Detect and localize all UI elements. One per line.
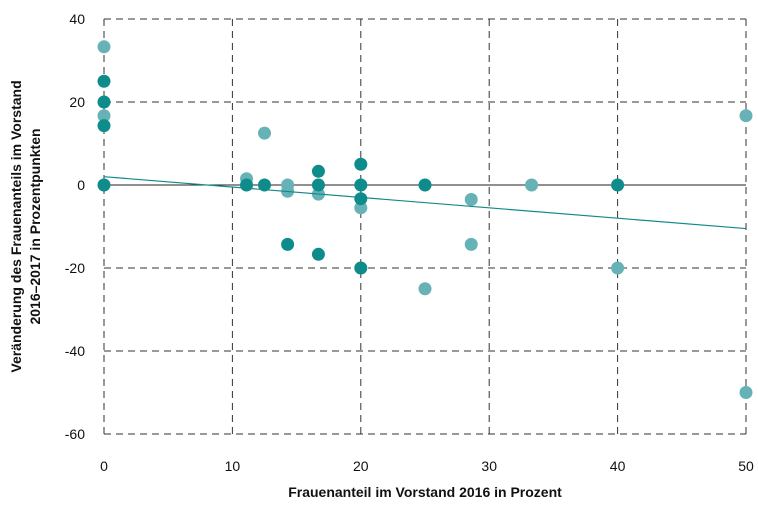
data-point — [97, 119, 111, 133]
data-point — [97, 74, 111, 88]
x-tick-label: 50 — [738, 458, 754, 474]
grid-layer — [103, 18, 747, 435]
data-point — [97, 178, 111, 192]
data-point — [354, 192, 368, 206]
x-axis-title: Frauenanteil im Vorstand 2016 in Prozent — [288, 484, 562, 500]
data-point — [418, 178, 432, 192]
data-point — [258, 126, 271, 140]
y-tick-label: -40 — [65, 343, 85, 359]
data-point — [354, 201, 368, 215]
y-axis-title: Veränderung des Frauenanteils im Vorstan… — [8, 80, 43, 372]
data-point — [240, 178, 254, 192]
x-tick-label: 30 — [481, 458, 497, 474]
data-point — [311, 178, 325, 192]
data-point — [739, 386, 753, 399]
data-point — [525, 178, 539, 192]
data-point — [464, 237, 478, 251]
ticks-layer: 0 10 20 30 40 50 40 20 0 -20 -40 -60 — [65, 11, 754, 474]
data-point — [258, 178, 271, 192]
y-tick-label: 0 — [77, 177, 85, 193]
y-axis-title-line: 2016–2017 in Prozentpunkten — [27, 128, 43, 324]
data-point — [354, 178, 368, 192]
trend-line — [103, 176, 747, 230]
y-tick-label: -20 — [65, 260, 85, 276]
data-point — [97, 109, 111, 123]
data-point — [311, 164, 325, 178]
data-point — [611, 178, 625, 192]
data-point — [311, 247, 325, 261]
trend-layer — [103, 176, 747, 230]
x-tick-label: 40 — [610, 458, 626, 474]
y-tick-label: 20 — [69, 94, 85, 110]
data-point — [281, 237, 295, 251]
x-tick-label: 10 — [225, 458, 241, 474]
y-axis-title-line: Veränderung des Frauenanteils im Vorstan… — [8, 80, 24, 372]
data-point — [418, 282, 432, 296]
data-point — [354, 261, 368, 275]
data-point — [464, 193, 478, 207]
points-layer — [97, 40, 753, 399]
data-point — [97, 40, 111, 54]
data-point — [97, 95, 111, 109]
data-point — [739, 109, 753, 123]
y-tick-label: 40 — [69, 11, 85, 27]
x-tick-label: 0 — [100, 458, 108, 474]
y-tick-label: -60 — [65, 426, 85, 442]
data-point — [611, 261, 625, 275]
x-tick-label: 20 — [353, 458, 369, 474]
data-point — [354, 157, 368, 171]
